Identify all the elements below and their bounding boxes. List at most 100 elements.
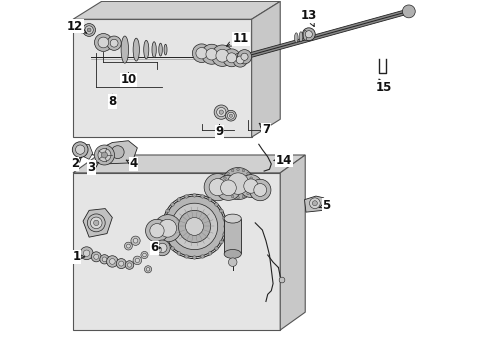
Circle shape [192, 194, 196, 197]
Circle shape [209, 179, 226, 196]
Circle shape [236, 197, 239, 199]
Circle shape [98, 37, 108, 48]
Circle shape [205, 49, 217, 60]
Polygon shape [73, 155, 305, 173]
Circle shape [249, 179, 270, 201]
Circle shape [208, 252, 211, 255]
Circle shape [253, 184, 266, 197]
Circle shape [226, 192, 229, 195]
Polygon shape [83, 208, 112, 237]
Circle shape [106, 256, 118, 267]
Circle shape [111, 146, 124, 158]
Circle shape [131, 236, 140, 246]
Circle shape [216, 108, 225, 117]
Text: 3: 3 [87, 161, 99, 174]
Circle shape [87, 214, 105, 232]
Circle shape [201, 195, 204, 198]
Circle shape [222, 49, 240, 67]
Circle shape [236, 56, 244, 64]
Ellipse shape [152, 42, 156, 58]
Circle shape [237, 50, 251, 64]
Circle shape [229, 175, 246, 192]
Circle shape [102, 152, 107, 158]
Circle shape [227, 112, 234, 119]
Circle shape [177, 252, 181, 255]
Circle shape [107, 36, 121, 50]
Circle shape [94, 33, 112, 51]
Circle shape [201, 255, 204, 258]
Circle shape [250, 182, 253, 185]
Circle shape [192, 44, 210, 63]
Circle shape [241, 53, 247, 60]
Circle shape [100, 255, 109, 264]
Circle shape [239, 175, 262, 198]
Circle shape [192, 256, 196, 259]
Circle shape [184, 195, 188, 198]
Circle shape [231, 169, 233, 172]
Circle shape [82, 23, 95, 36]
Circle shape [222, 233, 226, 236]
Circle shape [185, 217, 203, 235]
Polygon shape [73, 1, 280, 19]
Circle shape [223, 188, 226, 190]
Polygon shape [102, 141, 137, 164]
Circle shape [216, 175, 241, 201]
Circle shape [94, 254, 99, 259]
Circle shape [133, 238, 138, 243]
Circle shape [246, 192, 249, 195]
Ellipse shape [121, 36, 128, 63]
Circle shape [219, 240, 223, 244]
Circle shape [141, 251, 148, 258]
Circle shape [279, 277, 285, 283]
Circle shape [170, 247, 174, 250]
Circle shape [163, 233, 166, 236]
Text: 7: 7 [259, 123, 269, 136]
Circle shape [177, 198, 181, 201]
Circle shape [184, 255, 188, 258]
Circle shape [229, 114, 232, 117]
Ellipse shape [143, 40, 148, 59]
Circle shape [93, 220, 99, 226]
Circle shape [201, 44, 221, 64]
Polygon shape [280, 155, 305, 330]
Circle shape [223, 177, 226, 179]
Text: 8: 8 [108, 94, 116, 108]
Circle shape [219, 110, 223, 114]
Text: 2: 2 [71, 157, 81, 170]
Circle shape [102, 257, 106, 262]
Circle shape [94, 145, 114, 165]
Circle shape [162, 225, 165, 228]
Circle shape [98, 148, 111, 162]
Circle shape [156, 247, 162, 252]
Circle shape [72, 142, 88, 157]
Polygon shape [77, 144, 93, 159]
Circle shape [214, 105, 228, 119]
Circle shape [171, 203, 217, 249]
Circle shape [125, 261, 134, 269]
Circle shape [228, 258, 237, 266]
Circle shape [135, 258, 139, 262]
Circle shape [145, 219, 168, 242]
Text: 5: 5 [319, 198, 330, 212]
Text: 6: 6 [150, 241, 160, 255]
Ellipse shape [224, 214, 241, 223]
Circle shape [196, 48, 207, 59]
Circle shape [233, 53, 247, 67]
Circle shape [231, 195, 233, 198]
Polygon shape [73, 19, 251, 137]
Text: 11: 11 [226, 32, 248, 46]
Text: 9: 9 [215, 125, 223, 138]
Polygon shape [251, 1, 280, 137]
Circle shape [133, 256, 142, 265]
Circle shape [216, 49, 228, 62]
Circle shape [242, 169, 244, 172]
Circle shape [208, 198, 211, 201]
Circle shape [116, 258, 126, 269]
Circle shape [246, 172, 249, 175]
Circle shape [219, 209, 223, 213]
Circle shape [242, 195, 244, 198]
Circle shape [90, 217, 102, 229]
Circle shape [224, 225, 227, 228]
Circle shape [144, 266, 151, 273]
Circle shape [127, 263, 131, 267]
